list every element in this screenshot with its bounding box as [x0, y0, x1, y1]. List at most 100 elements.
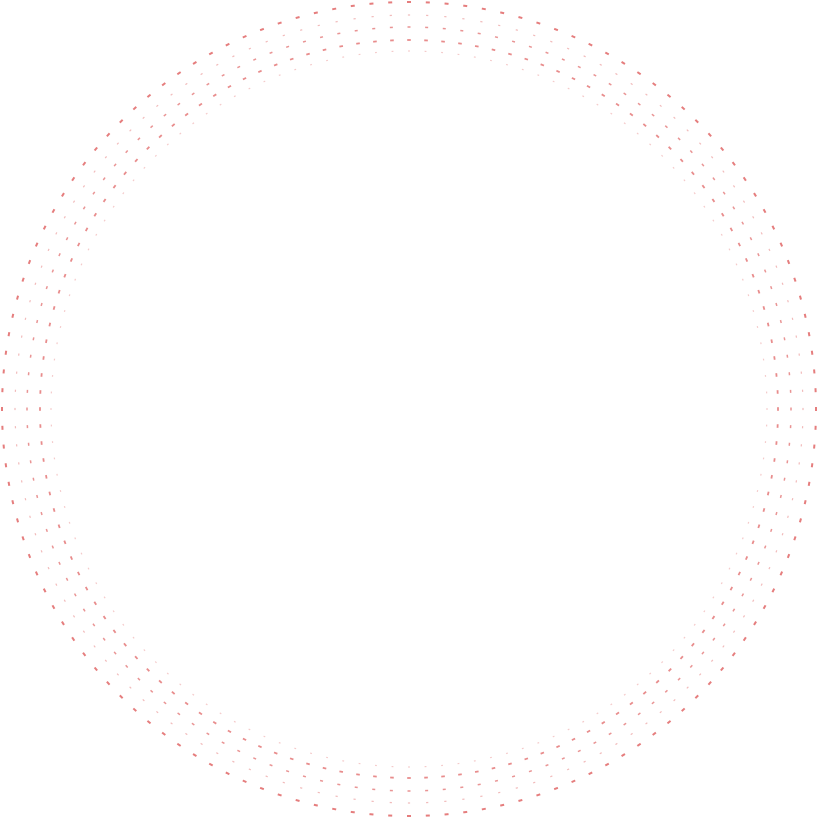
ring-dot	[677, 137, 681, 141]
ring-dot	[132, 636, 135, 639]
ring-dot	[732, 608, 736, 612]
ring-dot	[27, 553, 32, 559]
ring-dot	[505, 63, 508, 66]
ring-dot	[7, 332, 11, 337]
ring-dot	[757, 524, 761, 529]
ring-dot	[7, 481, 11, 486]
ring-dot	[642, 691, 647, 695]
ring-dot	[791, 317, 794, 320]
ring-dot	[424, 39, 428, 42]
ring-dot	[82, 608, 86, 612]
ring-dot	[545, 51, 549, 55]
ring-dot	[95, 582, 98, 585]
ring-dot	[571, 34, 576, 39]
ring-dot	[319, 779, 324, 782]
ring-dot	[586, 84, 591, 89]
ring-dot	[645, 93, 648, 96]
ring-dot	[42, 588, 47, 593]
ring-dot	[39, 424, 42, 428]
ring-dot	[720, 233, 723, 236]
ring-dot	[789, 389, 792, 393]
ring-dot	[444, 800, 447, 803]
ring-dot	[608, 82, 612, 86]
ring-dot	[269, 51, 273, 55]
ring-dot	[582, 95, 585, 98]
ring-dot	[150, 689, 154, 693]
ring-dot	[353, 18, 356, 20]
ring-dot	[760, 232, 763, 235]
ring-dot	[93, 212, 97, 217]
ring-dot	[356, 773, 360, 776]
ring-dot	[216, 63, 219, 66]
ring-dot	[161, 731, 166, 736]
ring-dot	[143, 166, 146, 169]
ring-dot	[225, 771, 230, 776]
ring-dot	[537, 741, 540, 744]
ring-dot	[40, 550, 43, 553]
ring-dot	[112, 610, 115, 613]
ring-dot	[532, 34, 536, 37]
ring-dot	[92, 623, 96, 627]
ring-dot	[652, 731, 657, 736]
ring-dot	[735, 263, 738, 266]
dot-ring	[26, 26, 792, 792]
ring-dot	[93, 645, 96, 648]
ring-dot	[358, 53, 361, 56]
ring-dot	[59, 489, 62, 492]
ring-dot	[661, 154, 664, 157]
ring-dot	[53, 457, 56, 460]
ring-dot	[51, 604, 56, 610]
ring-dot	[582, 720, 585, 723]
ring-dot	[623, 122, 626, 125]
ring-dot	[745, 257, 749, 262]
ring-dot	[515, 787, 519, 789]
ring-dot	[74, 278, 77, 281]
ring-dot	[45, 285, 48, 290]
ring-dot	[27, 442, 30, 446]
ring-dot	[463, 810, 468, 814]
ring-dot	[441, 775, 445, 778]
ring-dot	[27, 372, 30, 376]
ring-dot	[426, 801, 429, 804]
ring-dot	[317, 791, 320, 794]
ring-dot	[498, 791, 501, 794]
ring-dot	[521, 68, 524, 71]
ring-dot	[781, 532, 784, 536]
ring-dot	[4, 463, 8, 468]
ring-dot	[156, 710, 159, 714]
ring-dot	[458, 773, 462, 776]
ring-dot	[389, 26, 393, 29]
ring-dot	[375, 51, 377, 54]
ring-dot	[192, 693, 195, 696]
ring-dot	[621, 61, 626, 65]
ring-dot	[790, 407, 792, 411]
ring-dot	[756, 326, 759, 329]
ring-dot	[599, 63, 602, 66]
ring-dot	[528, 770, 533, 773]
ring-dot	[26, 407, 28, 411]
ring-dot	[762, 604, 767, 610]
ring-dot	[425, 814, 430, 817]
ring-dot	[524, 757, 529, 761]
ring-dot	[259, 27, 265, 32]
ring-dot	[170, 722, 173, 725]
ring-dot	[655, 679, 660, 684]
ring-dot	[703, 205, 706, 208]
ring-dot	[477, 783, 481, 786]
ring-dot	[113, 651, 117, 655]
ring-dot	[14, 426, 17, 429]
ring-dot	[508, 52, 512, 56]
ring-dot	[408, 766, 410, 768]
ring-dot	[752, 310, 755, 313]
ring-dot	[185, 82, 188, 86]
ring-dot	[51, 269, 55, 273]
ring-dot	[712, 637, 716, 641]
ring-dot	[156, 104, 159, 108]
ring-dot	[350, 810, 355, 814]
ring-dot	[636, 683, 639, 686]
ring-dot	[2, 444, 5, 449]
ring-dot	[219, 103, 222, 106]
ring-dot	[20, 480, 23, 483]
ring-dot	[237, 749, 241, 753]
ring-dot	[295, 16, 300, 20]
